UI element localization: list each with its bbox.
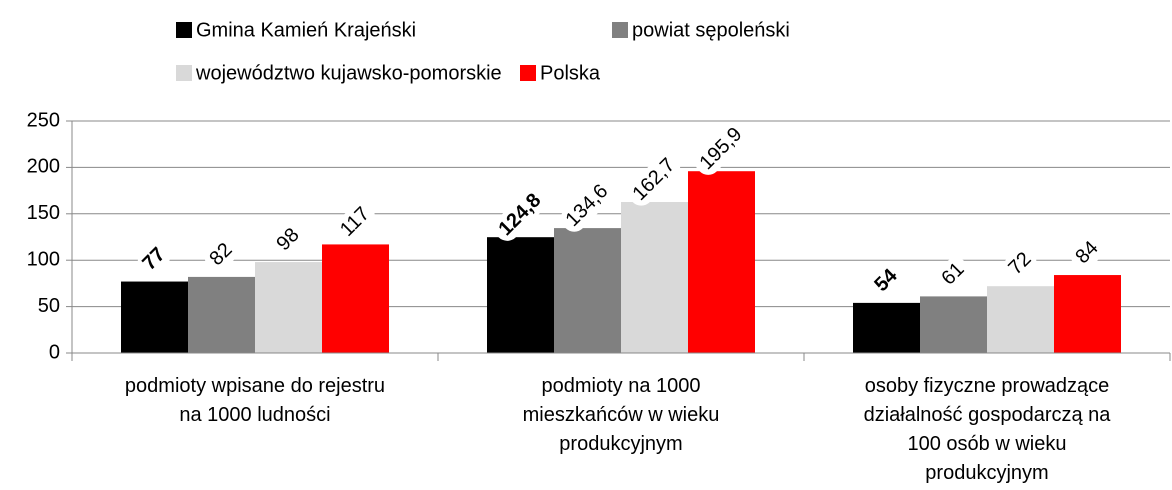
legend-label: województwo kujawsko-pomorskie [195,62,502,84]
y-tick-label: 150 [27,202,60,224]
bar [554,228,621,353]
bar [1054,275,1121,353]
legend-swatch [520,65,536,81]
label-halo [1070,236,1104,269]
bar [322,244,389,353]
x-tick-label: podmioty na 1000 mieszkańców w wieku pro… [522,375,720,455]
y-tick-label: 50 [38,295,60,317]
bar [688,171,755,353]
label-halo [137,242,171,276]
bar [121,281,188,353]
y-tick-label: 100 [27,248,60,270]
label-halo [869,263,903,297]
label-halo [204,238,238,271]
label-halo [627,153,681,206]
legend-label: Gmina Kamień Krajeński [196,19,416,41]
bar [255,262,322,353]
y-tick-label: 200 [27,156,60,178]
y-tick-label: 0 [49,341,60,363]
legend-swatch [176,22,192,38]
legend-label: powiat sępoleński [632,19,790,41]
x-tick-label: osoby fizyczne prowadzące działalność go… [863,375,1111,484]
label-halo [493,188,547,241]
x-tick-label: podmioty wpisane do rejestru na 1000 lud… [124,375,386,426]
y-tick-label: 250 [27,109,60,131]
legend-label: Polska [540,62,601,84]
label-halo [1003,247,1037,281]
bar [920,296,987,353]
label-halo [694,122,748,175]
bar [987,286,1054,353]
bar [621,202,688,353]
label-halo [936,257,970,291]
label-halo [560,179,614,232]
bar [188,276,255,353]
label-halo [335,202,375,242]
legend-swatch [612,22,628,38]
bar [853,302,920,353]
bar [487,237,554,353]
legend-swatch [176,65,192,81]
label-halo [271,223,305,256]
